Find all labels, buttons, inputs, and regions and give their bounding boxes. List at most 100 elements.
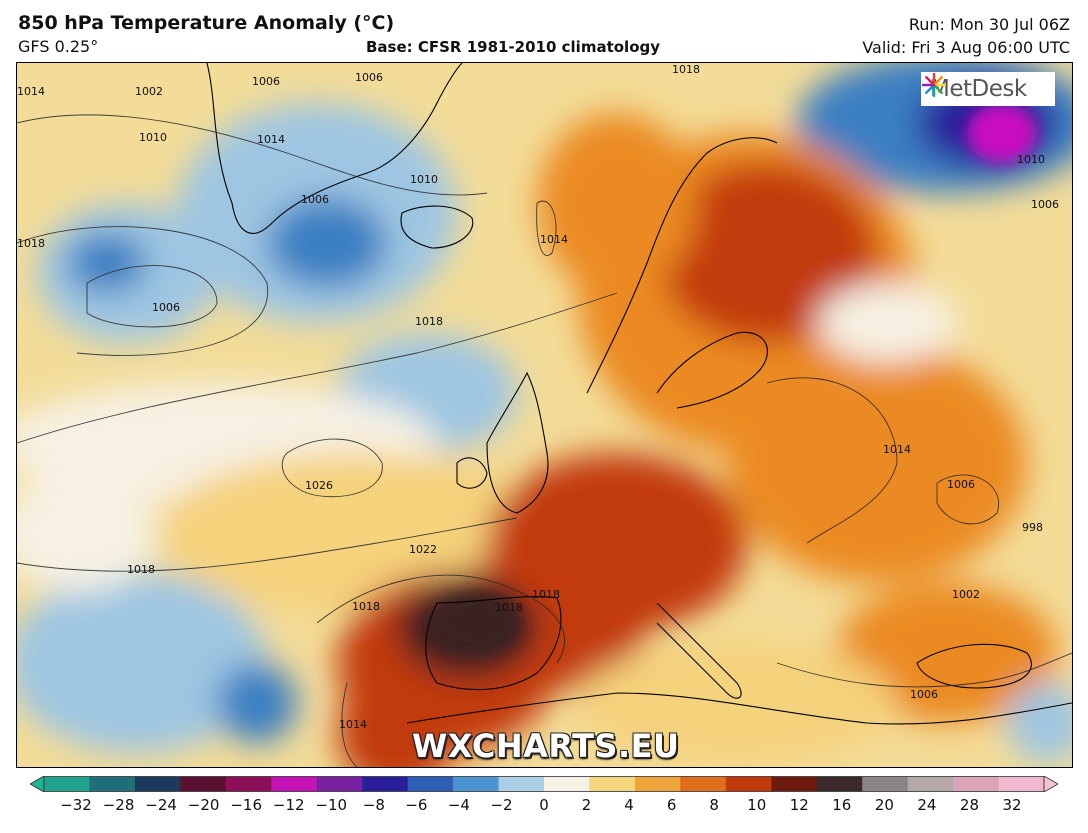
colorbar-tick-label: 8: [709, 796, 719, 814]
coastline-iberia: [425, 596, 562, 691]
isobar-label: 1018: [415, 315, 443, 328]
cold-core-southwest: [217, 663, 297, 743]
colorbar-arrow-left: [30, 776, 45, 792]
colorbar-tick-label: 4: [624, 796, 634, 814]
colorbar-tick-label: 20: [874, 796, 894, 814]
chart-title: 850 hPa Temperature Anomaly (°C): [18, 12, 395, 34]
isobar-1022-biscay: [17, 517, 518, 572]
colorbar-tick-label: −20: [187, 796, 220, 814]
colorbar-tick-label: 28: [959, 796, 979, 814]
colorbar-swatch: [634, 776, 681, 792]
warm-region-norwegian-sea: [537, 113, 697, 293]
isobar-label: 1014: [257, 133, 285, 146]
cold-core-denmark-strait: [267, 198, 387, 288]
metdesk-logo: MetDesk: [921, 72, 1055, 106]
colorbar-ticks: −32 −28 −24 −20 −16 −12 −10 −8 −6 −4 −2 0 2 4 6 8 10 12 16…: [0, 796, 1088, 820]
isobar-label: 1002: [952, 588, 980, 601]
coastline-italy: [656, 602, 742, 699]
isobar-1006-mediterranean: [776, 652, 1072, 688]
colorbar-swatch: [998, 776, 1045, 792]
coastline-norway: [586, 137, 778, 394]
colorbar-tick-label: −32: [60, 796, 92, 814]
isobar-labels: 1002 1006 1006 1006 1010 1014 1010 1014 …: [17, 63, 1059, 731]
coastlines: [206, 63, 1072, 725]
isobar-label: 1006: [947, 478, 975, 491]
isobar-label: 1014: [339, 718, 367, 731]
colorbar-tick-label: 24: [917, 796, 937, 814]
anomaly-map[interactable]: 1002 1006 1006 1006 1010 1014 1010 1014 …: [16, 62, 1073, 768]
isobar-label: 1006: [252, 75, 280, 88]
climatology-base-label: Base: CFSR 1981-2010 climatology: [366, 38, 661, 56]
isobar-1018-iberia: [316, 574, 565, 664]
coastline-iceland: [400, 205, 474, 249]
colorbar-swatch: [180, 776, 227, 792]
isobar-label: 1014: [540, 233, 568, 246]
isobar-1018-mid-atlantic: [17, 292, 618, 444]
colorbar-swatch: [271, 776, 318, 792]
isobar-label: 1010: [1017, 153, 1045, 166]
colorbar-swatch: [680, 776, 727, 792]
extreme-core-magenta: [967, 103, 1037, 163]
model-label: GFS 0.25°: [18, 37, 99, 56]
colorbar-frame: [43, 776, 1045, 792]
colorbar-tick-label: −28: [102, 796, 135, 814]
isobar-1014-southwest: [341, 682, 358, 767]
colorbar-segments: [44, 776, 1045, 792]
colorbar-swatch: [544, 776, 591, 792]
colorbar-tick-label: 10: [747, 796, 767, 814]
colorbar-tick-label: 12: [789, 796, 809, 814]
wxcharts-watermark: WXCHARTS.EU: [412, 727, 680, 765]
colorbar: [30, 776, 1058, 792]
colorbar-tick-label: 32: [1002, 796, 1022, 814]
colorbar-arrow-right: [1043, 776, 1058, 792]
coastline-black-sea: [916, 643, 1032, 689]
cool-region-west-atlantic: [17, 473, 157, 593]
isobar-label: 1018: [127, 563, 155, 576]
colorbar-swatch: [453, 776, 500, 792]
isobar-1014-iceland: [536, 200, 557, 256]
colorbar-swatch: [498, 776, 545, 792]
cool-region-black-sea: [1007, 683, 1072, 763]
cold-core-labrador: [67, 233, 147, 293]
anomaly-field: [17, 63, 1072, 767]
isobar-label: 1018: [352, 600, 380, 613]
isobar-1006-ukraine: [936, 474, 999, 525]
isobar-label: 1002: [135, 85, 163, 98]
isobar-label: 1018: [17, 237, 45, 250]
isobar-label: 1014: [883, 443, 911, 456]
isobar-label: 1006: [301, 193, 329, 206]
colorbar-tick-label: 16: [832, 796, 852, 814]
valid-time-label: Valid: Fri 3 Aug 06:00 UTC: [862, 38, 1070, 57]
coastline-britain: [486, 371, 549, 514]
colorbar-swatch: [907, 776, 954, 792]
colorbar-swatch: [407, 776, 454, 792]
colorbar-tick-label: −24: [145, 796, 177, 814]
colorbar-swatch: [362, 776, 409, 792]
colorbar-tick-label: 0: [539, 796, 549, 814]
hot-region-finland: [657, 163, 877, 343]
colorbar-swatch: [134, 776, 181, 792]
colorbar-tick-label: −16: [230, 796, 262, 814]
colorbar-swatch: [89, 776, 136, 792]
map-canvas: 1002 1006 1006 1006 1010 1014 1010 1014 …: [17, 63, 1072, 767]
isobar-label: 1022: [409, 543, 437, 556]
isobar-1006-north-atlantic: [86, 265, 218, 328]
mild-region-central-atlantic: [157, 453, 557, 613]
isobar-label: 1006: [355, 71, 383, 84]
isobar-label: 1018: [495, 601, 523, 614]
isobar-1010-north-atlantic: [17, 226, 269, 356]
extreme-core-iberia: [432, 593, 522, 653]
colorbar-tick-label: −4: [447, 796, 470, 814]
isobar-label: 1018: [532, 588, 560, 601]
coastline-greenland: [206, 63, 463, 234]
run-time-label: Run: Mon 30 Jul 06Z: [908, 15, 1070, 34]
coastline-north-africa: [406, 692, 1072, 725]
warm-region-eastern-europe: [727, 343, 1027, 583]
coastline-baltic: [656, 331, 768, 409]
mild-region-mediterranean: [577, 643, 897, 763]
anomaly-cores: [432, 103, 1037, 653]
colorbar-swatch: [316, 776, 363, 792]
metdesk-logo-text: MetDesk: [930, 76, 1027, 102]
isobar-label: 998: [1022, 521, 1043, 534]
colorbar-tick-label: 6: [666, 796, 677, 814]
